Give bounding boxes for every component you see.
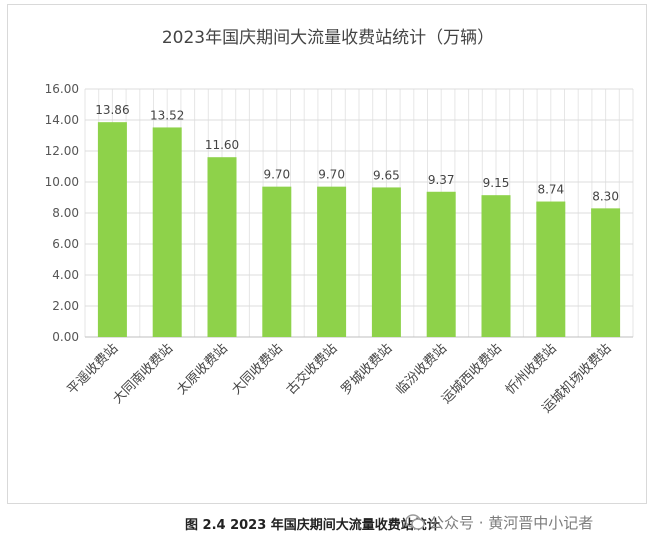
chart-frame: 2023年国庆期间大流量收费站统计（万辆） 0.00 2.00 4.00 6.00 8.… — [7, 4, 647, 504]
x-category-label: 忻州收费站 — [503, 341, 560, 398]
figure-caption: 图 2.4 2023 年国庆期间大流量收费站统计 — [185, 518, 440, 533]
chart-title: 2023年国庆期间大流量收费站统计（万辆） — [162, 28, 494, 48]
bar-chart: 2023年国庆期间大流量收费站统计（万辆） 0.00 2.00 4.00 6.00 8.… — [45, 28, 634, 416]
x-category-label: 古交收费站 — [283, 341, 340, 398]
bar — [591, 208, 621, 337]
bar-value-label: 9.70 — [318, 168, 345, 182]
bar — [262, 186, 292, 337]
bar-value-label: 8.74 — [537, 183, 564, 197]
x-category-label: 太原收费站 — [174, 341, 231, 398]
watermark: 公众号 · 黄河晋中小记者 — [405, 512, 593, 533]
y-tick-label: 8.00 — [52, 206, 79, 220]
y-tick-label: 10.00 — [45, 175, 79, 189]
y-tick-label: 14.00 — [45, 113, 79, 127]
bar — [207, 157, 237, 337]
bar — [426, 191, 456, 337]
bar-value-label: 13.52 — [150, 108, 184, 122]
x-category-label: 临汾收费站 — [393, 341, 450, 398]
y-tick-label: 2.00 — [52, 299, 79, 313]
bar — [317, 186, 347, 337]
x-category-label: 罗城收费站 — [339, 341, 396, 398]
bar — [97, 122, 127, 337]
bar — [371, 187, 401, 337]
bar-value-label: 9.37 — [428, 173, 455, 187]
y-tick-label: 6.00 — [52, 237, 79, 251]
wechat-icon — [405, 514, 425, 530]
y-tick-label: 16.00 — [45, 82, 79, 96]
y-tick-label: 12.00 — [45, 144, 79, 158]
x-category-label: 大同收费站 — [229, 341, 286, 398]
y-tick-label: 0.00 — [52, 330, 79, 344]
watermark-text: 公众号 · 黄河晋中小记者 — [429, 514, 594, 532]
figure-caption-bar: 图 2.4 2023 年国庆期间大流量收费站统计 公众号 · 黄河晋中小记者 — [0, 508, 658, 538]
y-tick-label: 4.00 — [52, 268, 79, 282]
bar — [152, 127, 182, 337]
bar-value-label: 9.15 — [483, 176, 510, 190]
bar-value-label: 9.65 — [373, 168, 400, 182]
bar-value-label: 8.30 — [592, 189, 619, 203]
bar — [481, 195, 511, 337]
bar-value-label: 9.70 — [263, 168, 290, 182]
x-category-label: 平遥收费站 — [65, 341, 122, 398]
bar — [536, 201, 566, 337]
bar-value-label: 13.86 — [95, 103, 129, 117]
bar-value-label: 11.60 — [205, 138, 239, 152]
